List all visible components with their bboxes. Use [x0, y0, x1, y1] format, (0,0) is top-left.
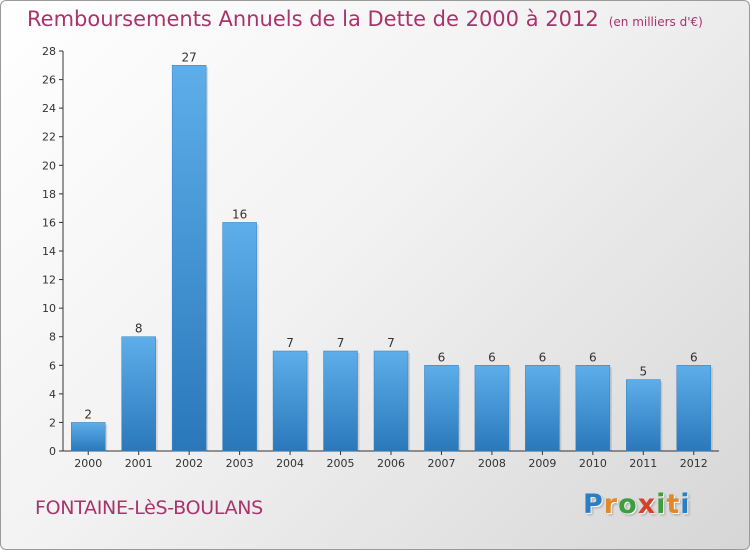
y-tick-label: 18	[42, 188, 56, 201]
y-tick-label: 14	[42, 245, 56, 258]
x-tick-label: 2006	[377, 457, 405, 470]
y-tick-label: 10	[42, 302, 56, 315]
x-tick-label: 2003	[226, 457, 254, 470]
y-tick-label: 26	[42, 74, 56, 87]
data-label: 7	[286, 336, 294, 350]
y-tick-label: 24	[42, 102, 56, 115]
bar	[373, 350, 409, 452]
bar	[474, 365, 510, 452]
x-tick-label: 2002	[175, 457, 203, 470]
logo-letter: i	[656, 489, 667, 520]
x-tick-label: 2012	[680, 457, 708, 470]
bar	[424, 365, 459, 452]
y-tick-label: 0	[49, 445, 56, 458]
x-tick-label: 2005	[327, 457, 355, 470]
data-label: 8	[135, 322, 143, 336]
data-label: 2	[84, 407, 92, 421]
logo-letter: P	[583, 489, 604, 520]
y-tick-label: 6	[49, 359, 56, 372]
logo-letter: x	[637, 489, 657, 520]
bar	[626, 379, 661, 452]
data-label: 6	[488, 350, 496, 364]
x-tick-label: 2000	[74, 457, 102, 470]
data-label: 6	[589, 350, 597, 364]
logo-letter: i	[680, 489, 691, 520]
x-tick-label: 2009	[528, 457, 556, 470]
bar	[575, 365, 611, 452]
bar	[171, 65, 207, 452]
data-label: 16	[232, 207, 247, 221]
data-label: 6	[438, 350, 446, 364]
x-tick-label: 2007	[427, 457, 455, 470]
chart-title: Remboursements Annuels de la Dette de 20…	[27, 7, 703, 31]
chart-subtitle: (en milliers d'€)	[608, 15, 703, 29]
bar	[676, 365, 712, 452]
y-tick-label: 12	[42, 274, 56, 287]
bar	[222, 222, 257, 452]
data-label: 6	[539, 350, 547, 364]
bar	[323, 350, 358, 452]
x-tick-label: 2004	[276, 457, 304, 470]
data-label: 27	[182, 50, 197, 64]
logo-letter: t	[666, 489, 681, 520]
chart-title-text: Remboursements Annuels de la Dette de 20…	[27, 7, 599, 31]
x-tick-label: 2010	[579, 457, 607, 470]
y-tick-label: 2	[49, 416, 56, 429]
y-tick-label: 20	[42, 159, 56, 172]
y-tick-label: 28	[42, 45, 56, 58]
bars: 2 8 27 16 7 7 7 6 6 6 6 5 6	[70, 50, 713, 452]
x-tick-label: 2001	[125, 457, 153, 470]
bar	[525, 365, 560, 452]
x-tick-label: 2011	[629, 457, 657, 470]
data-label: 6	[690, 350, 698, 364]
bar	[272, 350, 308, 452]
logo-letter: r	[603, 489, 619, 520]
x-tick-label: 2008	[478, 457, 506, 470]
bar	[70, 422, 106, 452]
data-label: 5	[639, 365, 647, 379]
y-tick-label: 4	[49, 388, 56, 401]
data-label: 7	[387, 336, 395, 350]
y-tick-label: 8	[49, 331, 56, 344]
proxiti-logo: Proxiti	[583, 489, 691, 520]
bar	[121, 336, 156, 452]
y-tick-label: 22	[42, 131, 56, 144]
data-label: 7	[337, 336, 345, 350]
y-tick-label: 16	[42, 216, 56, 229]
commune-name: FONTAINE-LèS-BOULANS	[35, 497, 263, 519]
logo-letter: o	[618, 489, 638, 520]
